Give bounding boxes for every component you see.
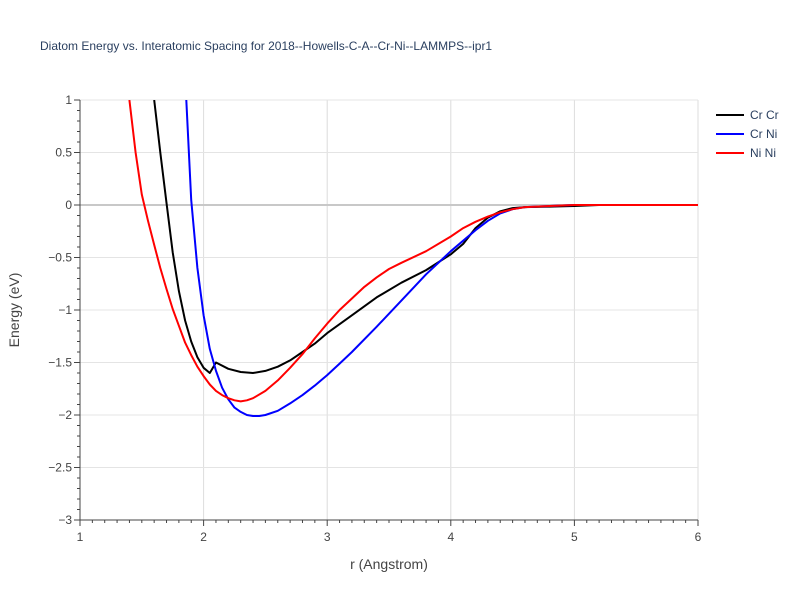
- chart-title: Diatom Energy vs. Interatomic Spacing fo…: [40, 39, 492, 53]
- legend-label-cr-cr: Cr Cr: [750, 108, 779, 122]
- x-axis-title: r (Angstrom): [350, 556, 428, 572]
- y-tick-label: −0.5: [48, 251, 72, 265]
- series-line-cr-cr: [153, 100, 698, 374]
- x-tick-label: 3: [324, 530, 331, 544]
- series-layer: [128, 100, 698, 417]
- y-tick-label: −2.5: [48, 461, 72, 475]
- y-tick-label: −1.5: [48, 356, 72, 370]
- x-tick-label: 5: [571, 530, 578, 544]
- x-tick-label: 2: [200, 530, 207, 544]
- y-tick-label: −2: [58, 408, 72, 422]
- legend-label-cr-ni: Cr Ni: [750, 127, 777, 141]
- y-tick-label: 0: [65, 198, 72, 212]
- y-tick-label: 1: [65, 93, 72, 107]
- x-tick-label: 1: [77, 530, 84, 544]
- x-tick-label: 4: [447, 530, 454, 544]
- y-tick-label: −3: [58, 513, 72, 527]
- y-axis-title: Energy (eV): [6, 273, 22, 348]
- axis-layer: 1 2 3 4 5 6 −3 −2.5 −2 −1.5 −1 −0.5 0 0.5 1: [48, 93, 701, 544]
- series-line-ni-ni: [128, 100, 698, 403]
- y-tick-label: −1: [58, 303, 72, 317]
- y-tick-label: 0.5: [55, 146, 72, 160]
- legend: Cr Cr Cr Ni Ni Ni: [716, 108, 779, 160]
- x-tick-label: 6: [695, 530, 702, 544]
- legend-label-ni-ni: Ni Ni: [750, 146, 776, 160]
